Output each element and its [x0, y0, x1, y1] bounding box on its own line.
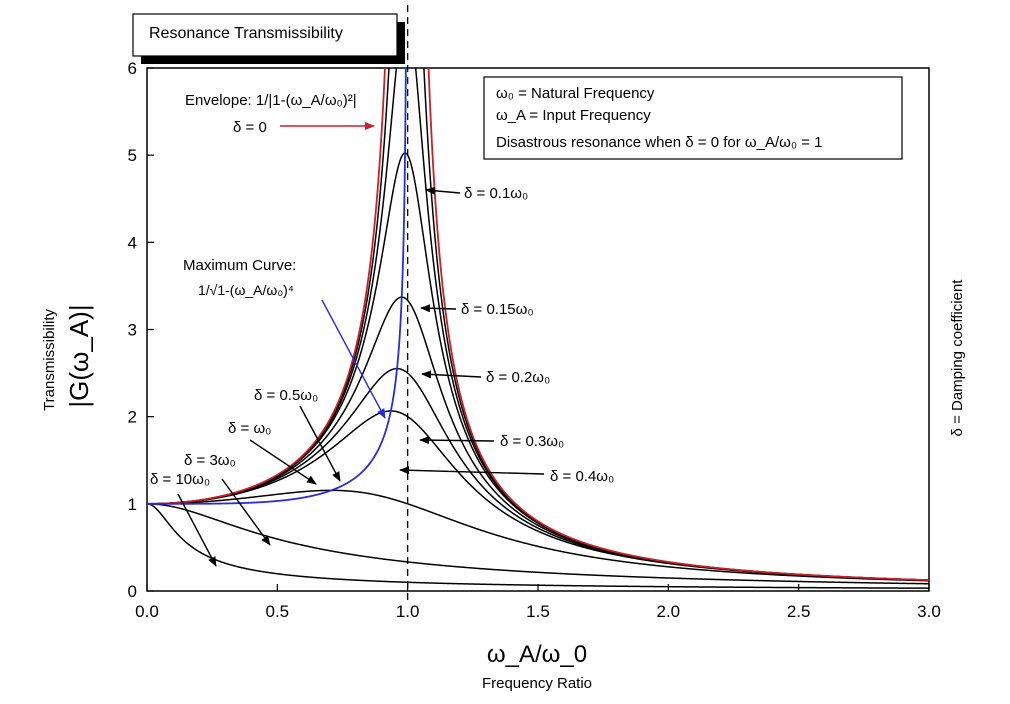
- series-label-7: δ = 3ω₀: [184, 452, 236, 469]
- series-label-8: δ = 10ω₀: [150, 471, 210, 488]
- series-label-2: δ = 0.2ω₀: [486, 369, 550, 386]
- info-box: ω₀ = Natural Frequency ω_A = Input Frequ…: [483, 76, 903, 160]
- y-tick-label: 6: [128, 59, 137, 78]
- info-line-resonance: Disastrous resonance when δ = 0 for ω_A/…: [496, 134, 823, 151]
- envelope-delta-label: δ = 0: [233, 119, 267, 136]
- info-line-input: ω_A = Input Frequency: [496, 107, 651, 124]
- series-arrow-0: [425, 186, 461, 195]
- y-tick-label: 4: [128, 233, 137, 252]
- series-arrow-5: [299, 405, 341, 482]
- maximum-curve-formula: 1/√1-(ω_A/ω₀)⁴: [198, 282, 294, 298]
- series-label-3: δ = 0.3ω₀: [500, 433, 564, 450]
- envelope-label: Envelope: 1/|1-(ω_A/ω₀)²|: [185, 92, 357, 109]
- x-tick-label: 3.0: [917, 602, 941, 621]
- series-arrow-2: [421, 370, 482, 379]
- maximum-curve: [147, 68, 407, 505]
- title-box: Resonance Transmissibility: [132, 13, 405, 64]
- x-tick-label: 0.0: [135, 602, 159, 621]
- series-arrow-4: [399, 466, 545, 475]
- series-curve-7: [147, 503, 929, 585]
- y-axis-sublabel: Transmissibility: [41, 309, 58, 411]
- series-arrow-3: [419, 436, 495, 445]
- series-label-6: δ = ω₀: [228, 420, 271, 437]
- envelope-curve-left: [147, 68, 386, 505]
- y-tick-label: 0: [128, 582, 137, 601]
- x-tick-label: 2.5: [787, 602, 811, 621]
- maximum-curve-arrow: [321, 299, 386, 419]
- envelope-curve-right: [427, 68, 929, 581]
- maximum-curve-label: Maximum Curve:: [183, 257, 296, 274]
- series-arrow-1: [420, 304, 457, 313]
- x-axis: 0.0 0.5 1.0 1.5 2.0 2.5 3.0: [135, 584, 941, 621]
- y-tick-label: 3: [128, 321, 137, 340]
- x-tick-label: 0.5: [266, 602, 290, 621]
- y-tick-label: 1: [128, 495, 137, 514]
- curve-group: [147, 68, 929, 589]
- y-axis: 0 1 2 3 4 5 6: [128, 59, 154, 601]
- series-arrow-7: [221, 478, 271, 546]
- x-tick-label: 1.5: [526, 602, 550, 621]
- series-label-1: δ = 0.15ω₀: [461, 301, 534, 318]
- info-line-natural: ω₀ = Natural Frequency: [496, 85, 655, 102]
- series-annotations: δ = 0.1ω₀ δ = 0.15ω₀ δ = 0.2ω₀ δ = 0.3ω₀…: [150, 185, 614, 567]
- series-curve-8: [147, 503, 929, 589]
- x-axis-sublabel: Frequency Ratio: [482, 675, 592, 692]
- series-arrow-6: [249, 439, 317, 485]
- x-axis-label: ω_A/ω_0: [487, 641, 587, 668]
- series-curve-6: [147, 489, 929, 582]
- x-tick-label: 1.0: [396, 602, 420, 621]
- series-arrow-8: [177, 493, 217, 567]
- y-tick-label: 5: [128, 146, 137, 165]
- damping-coefficient-label: δ = Damping coefficient: [949, 279, 966, 437]
- chart-title: Resonance Transmissibility: [149, 25, 343, 42]
- series-curve-2: [147, 152, 929, 581]
- y-axis-label: |G(ω_A)|: [64, 304, 94, 407]
- series-label-4: δ = 0.4ω₀: [550, 468, 614, 485]
- x-tick-label: 2.0: [657, 602, 681, 621]
- series-label-5: δ = 0.5ω₀: [254, 387, 318, 404]
- series-label-0: δ = 0.1ω₀: [464, 185, 528, 202]
- y-tick-label: 2: [128, 408, 137, 427]
